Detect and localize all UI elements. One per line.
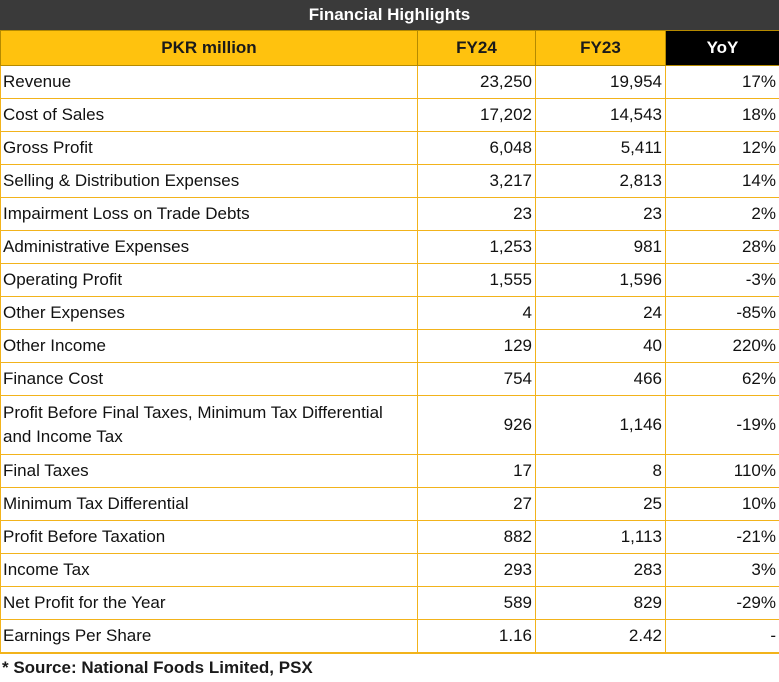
row-yoy-value: -29% — [666, 587, 779, 620]
row-label: Gross Profit — [1, 132, 418, 165]
row-label: Final Taxes — [1, 455, 418, 488]
row-fy24-value: 1.16 — [418, 620, 536, 653]
row-fy24-value: 754 — [418, 363, 536, 396]
row-label: Selling & Distribution Expenses — [1, 165, 418, 198]
row-fy24-value: 926 — [418, 396, 536, 455]
row-fy24-value: 17,202 — [418, 99, 536, 132]
row-yoy-value: 10% — [666, 488, 779, 521]
row-label: Finance Cost — [1, 363, 418, 396]
row-label: Impairment Loss on Trade Debts — [1, 198, 418, 231]
row-yoy-value: 3% — [666, 554, 779, 587]
row-label: Minimum Tax Differential — [1, 488, 418, 521]
row-label: Administrative Expenses — [1, 231, 418, 264]
row-yoy-value: -21% — [666, 521, 779, 554]
row-yoy-value: -19% — [666, 396, 779, 455]
table-title: Financial Highlights — [0, 0, 779, 30]
row-fy24-value: 1,253 — [418, 231, 536, 264]
header-fy23: FY23 — [536, 31, 666, 66]
row-fy24-value: 27 — [418, 488, 536, 521]
row-label: Profit Before Final Taxes, Minimum Tax D… — [1, 396, 418, 455]
row-label: Income Tax — [1, 554, 418, 587]
row-fy24-value: 129 — [418, 330, 536, 363]
row-fy23-value: 1,146 — [536, 396, 666, 455]
row-yoy-value: -85% — [666, 297, 779, 330]
row-fy23-value: 24 — [536, 297, 666, 330]
row-yoy-value: 110% — [666, 455, 779, 488]
row-fy24-value: 3,217 — [418, 165, 536, 198]
row-yoy-value: 62% — [666, 363, 779, 396]
row-yoy-value: - — [666, 620, 779, 653]
row-fy24-value: 293 — [418, 554, 536, 587]
row-yoy-value: 2% — [666, 198, 779, 231]
row-fy23-value: 829 — [536, 587, 666, 620]
table-row: Profit Before Final Taxes, Minimum Tax D… — [1, 396, 779, 455]
row-fy24-value: 4 — [418, 297, 536, 330]
row-yoy-value: 28% — [666, 231, 779, 264]
row-fy23-value: 25 — [536, 488, 666, 521]
row-label: Other Income — [1, 330, 418, 363]
row-yoy-value: 14% — [666, 165, 779, 198]
row-fy23-value: 23 — [536, 198, 666, 231]
row-fy23-value: 2.42 — [536, 620, 666, 653]
row-fy24-value: 23 — [418, 198, 536, 231]
row-label: Profit Before Taxation — [1, 521, 418, 554]
header-fy24: FY24 — [418, 31, 536, 66]
row-fy24-value: 23,250 — [418, 66, 536, 99]
row-fy23-value: 283 — [536, 554, 666, 587]
row-fy23-value: 466 — [536, 363, 666, 396]
row-fy23-value: 1,596 — [536, 264, 666, 297]
row-fy24-value: 17 — [418, 455, 536, 488]
row-label: Net Profit for the Year — [1, 587, 418, 620]
row-yoy-value: 18% — [666, 99, 779, 132]
row-fy24-value: 882 — [418, 521, 536, 554]
row-fy23-value: 40 — [536, 330, 666, 363]
row-fy24-value: 6,048 — [418, 132, 536, 165]
row-label: Cost of Sales — [1, 99, 418, 132]
row-yoy-value: 12% — [666, 132, 779, 165]
row-label: Earnings Per Share — [1, 620, 418, 653]
row-label: Operating Profit — [1, 264, 418, 297]
row-label: Other Expenses — [1, 297, 418, 330]
row-fy24-value: 1,555 — [418, 264, 536, 297]
row-fy23-value: 14,543 — [536, 99, 666, 132]
row-fy23-value: 981 — [536, 231, 666, 264]
row-fy23-value: 5,411 — [536, 132, 666, 165]
row-fy23-value: 1,113 — [536, 521, 666, 554]
row-yoy-value: 220% — [666, 330, 779, 363]
header-label: PKR million — [1, 31, 418, 66]
row-fy23-value: 19,954 — [536, 66, 666, 99]
row-label: Revenue — [1, 66, 418, 99]
row-fy23-value: 8 — [536, 455, 666, 488]
row-fy24-value: 589 — [418, 587, 536, 620]
source-footnote: * Source: National Foods Limited, PSX — [0, 653, 779, 682]
header-row: PKR million FY24 FY23 YoY — [1, 31, 779, 66]
header-yoy: YoY — [666, 31, 779, 66]
row-yoy-value: 17% — [666, 66, 779, 99]
row-yoy-value: -3% — [666, 264, 779, 297]
row-fy23-value: 2,813 — [536, 165, 666, 198]
